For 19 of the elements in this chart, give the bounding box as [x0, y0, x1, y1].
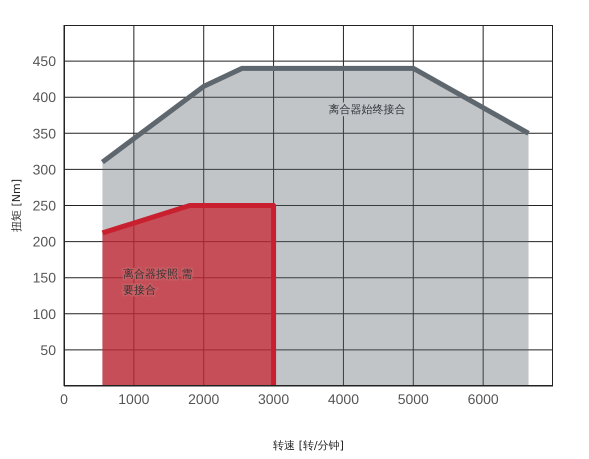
y-tick-label: 250	[32, 197, 56, 214]
x-tick-label: 2000	[188, 390, 220, 407]
x-tick-label: 4000	[328, 390, 360, 407]
y-tick-label: 450	[32, 53, 56, 70]
x-tick-label: 6000	[468, 390, 499, 407]
y-tick-label: 200	[32, 234, 56, 250]
y-tick-label: 300	[32, 161, 56, 178]
y-tick-label: 400	[32, 89, 56, 106]
y-tick-label: 50	[40, 342, 56, 358]
y-axis-title: 扭矩 [Nm]	[10, 178, 23, 232]
annotation: 离合器按照 需要接合	[122, 268, 192, 297]
x-axis-title: 转速 [转/分钟]	[273, 439, 344, 452]
x-tick-label: 3000	[258, 390, 290, 407]
y-tick-label: 350	[32, 125, 56, 142]
x-tick-label: 1000	[118, 390, 150, 407]
x-tick-label: 5000	[398, 390, 430, 407]
x-tick-label: 0	[60, 390, 68, 407]
y-tick-label: 100	[32, 306, 56, 322]
y-tick-label: 150	[32, 270, 56, 286]
